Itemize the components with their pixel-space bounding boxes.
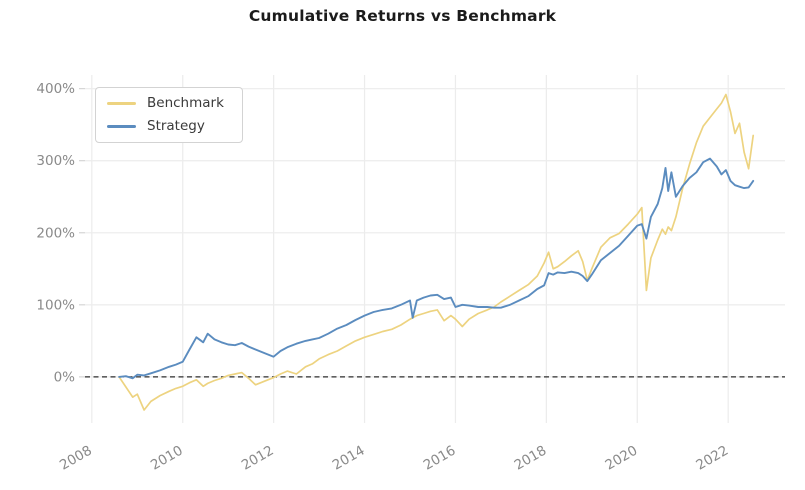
benchmark-line [118,93,755,411]
x-tick-label: 2016 [421,443,459,474]
legend: Benchmark Strategy [95,87,243,143]
legend-label-strategy: Strategy [147,118,205,134]
strategy-line-swatch [107,125,136,128]
x-tick-label: 2022 [693,443,731,474]
legend-item-strategy: Strategy [107,118,224,135]
chart-title: Cumulative Returns vs Benchmark [248,7,557,25]
x-tick-label: 2020 [603,443,641,474]
y-tick-label: 100% [36,297,75,313]
y-tick-label: 400% [36,81,75,97]
x-tick-label: 2010 [148,443,186,474]
x-tick-label: 2008 [57,443,95,474]
strategy-line [118,157,755,380]
y-tick-label: 200% [36,225,75,241]
legend-item-benchmark: Benchmark [107,95,224,112]
x-tick-label: 2014 [330,443,368,474]
benchmark-line-swatch [107,102,136,105]
legend-label-benchmark: Benchmark [147,95,224,111]
y-tick-label: 0% [54,369,76,385]
y-tick-label: 300% [36,153,75,169]
x-tick-label: 2012 [239,443,277,474]
x-tick-label: 2018 [512,443,550,474]
